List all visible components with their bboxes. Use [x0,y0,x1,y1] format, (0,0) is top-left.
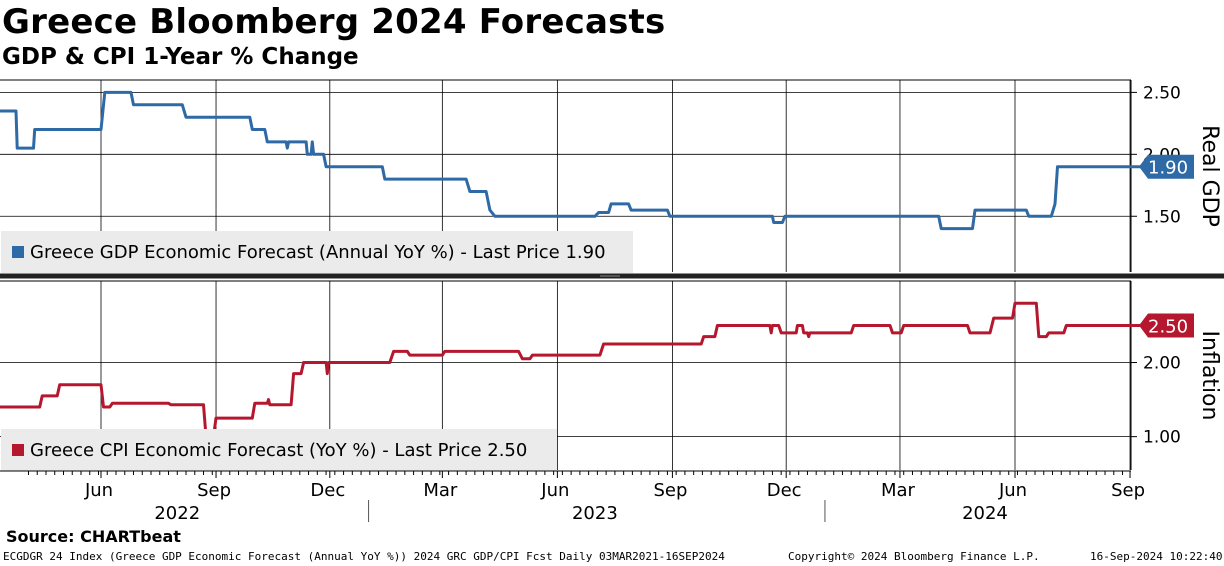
top-legend-text: Greece GDP Economic Forecast (Annual YoY… [30,242,606,263]
x-tick-label-2: Dec [310,480,345,501]
x-tick-label-3: Mar [423,480,458,501]
ticker-info: ECGDGR 24 Index (Greece GDP Economic For… [3,550,725,563]
x-tick-label-6: Dec [767,480,802,501]
year-label-0: 2022 [154,503,200,524]
top-last-value-label: 1.90 [1148,158,1188,179]
top-legend-swatch [12,246,24,258]
bottom-last-value-marker [1139,313,1194,338]
bottom-series-line-0 [0,301,1149,439]
top-axis-title: Real GDP [1197,125,1222,227]
x-tick-label-9: Sep [1111,480,1145,501]
top-series-line-0 [0,90,1149,231]
bottom-axis-title: Inflation [1197,331,1222,421]
x-tick-label-5: Sep [653,480,687,501]
timestamp: 16-Sep-2024 10:22:40 [1090,550,1223,563]
x-tick-label-4: Jun [540,480,569,501]
x-tick-label-1: Sep [197,480,231,501]
chart-title: Greece Bloomberg 2024 Forecasts [2,2,666,42]
top-ytick-label-0: 1.50 [1143,207,1181,227]
bottom-ytick-label-1: 2.00 [1143,354,1181,374]
top-legend-box [1,231,633,273]
bottom-legend-swatch [12,444,24,456]
year-label-1: 2023 [572,503,618,524]
top-last-value-marker [1139,154,1194,179]
copyright: Copyright© 2024 Bloomberg Finance L.P. [788,550,1040,563]
x-tick-label-7: Mar [881,480,916,501]
bottom-legend-box [1,429,557,471]
bottom-ytick-label-0: 1.00 [1143,428,1181,448]
bottom-legend-text: Greece CPI Economic Forecast (YoY %) - L… [30,440,527,461]
bottom-last-value-label: 2.50 [1148,316,1188,337]
x-tick-label-0: Jun [84,480,113,501]
chart-subtitle: GDP & CPI 1-Year % Change [2,44,359,70]
source-label: Source: CHARTbeat [6,527,181,546]
x-tick-label-8: Jun [998,480,1027,501]
top-ytick-label-2: 2.50 [1143,83,1181,103]
year-label-2: 2024 [962,503,1008,524]
